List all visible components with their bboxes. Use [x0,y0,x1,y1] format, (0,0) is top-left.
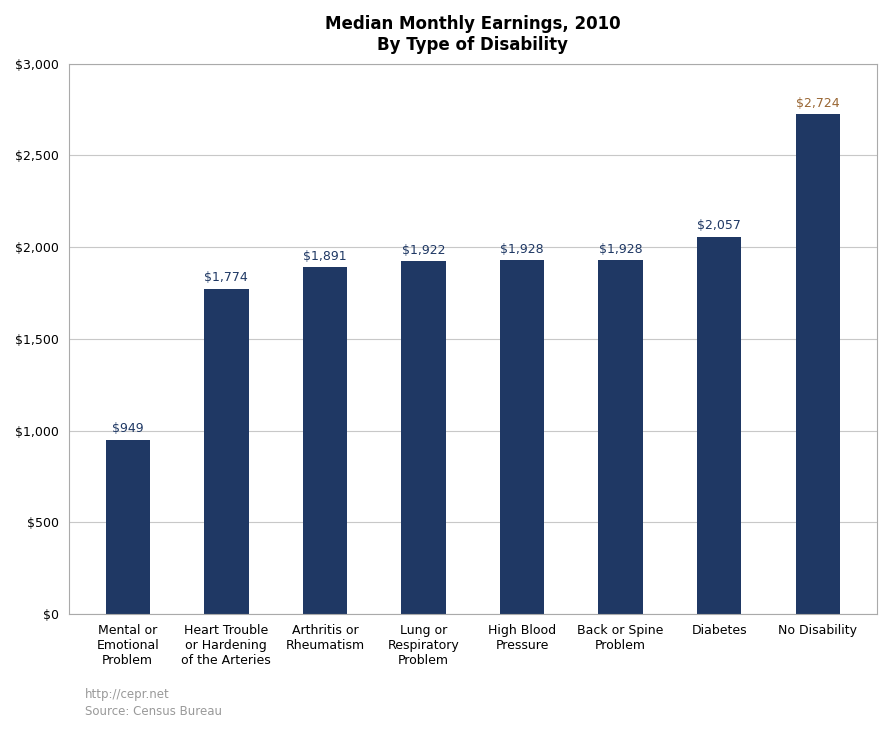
Bar [599,260,643,614]
Text: $2,057: $2,057 [698,219,741,232]
Text: $1,928: $1,928 [500,243,544,256]
Bar [204,289,249,614]
Bar [697,237,741,614]
Text: $2,724: $2,724 [796,97,839,110]
Bar [500,260,544,614]
Title: Median Monthly Earnings, 2010
By Type of Disability: Median Monthly Earnings, 2010 By Type of… [325,15,621,54]
Text: $1,774: $1,774 [204,271,248,284]
Bar [401,262,446,614]
Text: $1,922: $1,922 [401,244,445,257]
Bar [796,114,840,614]
Text: $949: $949 [112,422,144,435]
Bar [105,440,150,614]
Text: http://cepr.net
Source: Census Bureau: http://cepr.net Source: Census Bureau [85,688,222,718]
Text: $1,891: $1,891 [303,249,347,262]
Text: $1,928: $1,928 [599,243,642,256]
Bar [302,267,347,614]
